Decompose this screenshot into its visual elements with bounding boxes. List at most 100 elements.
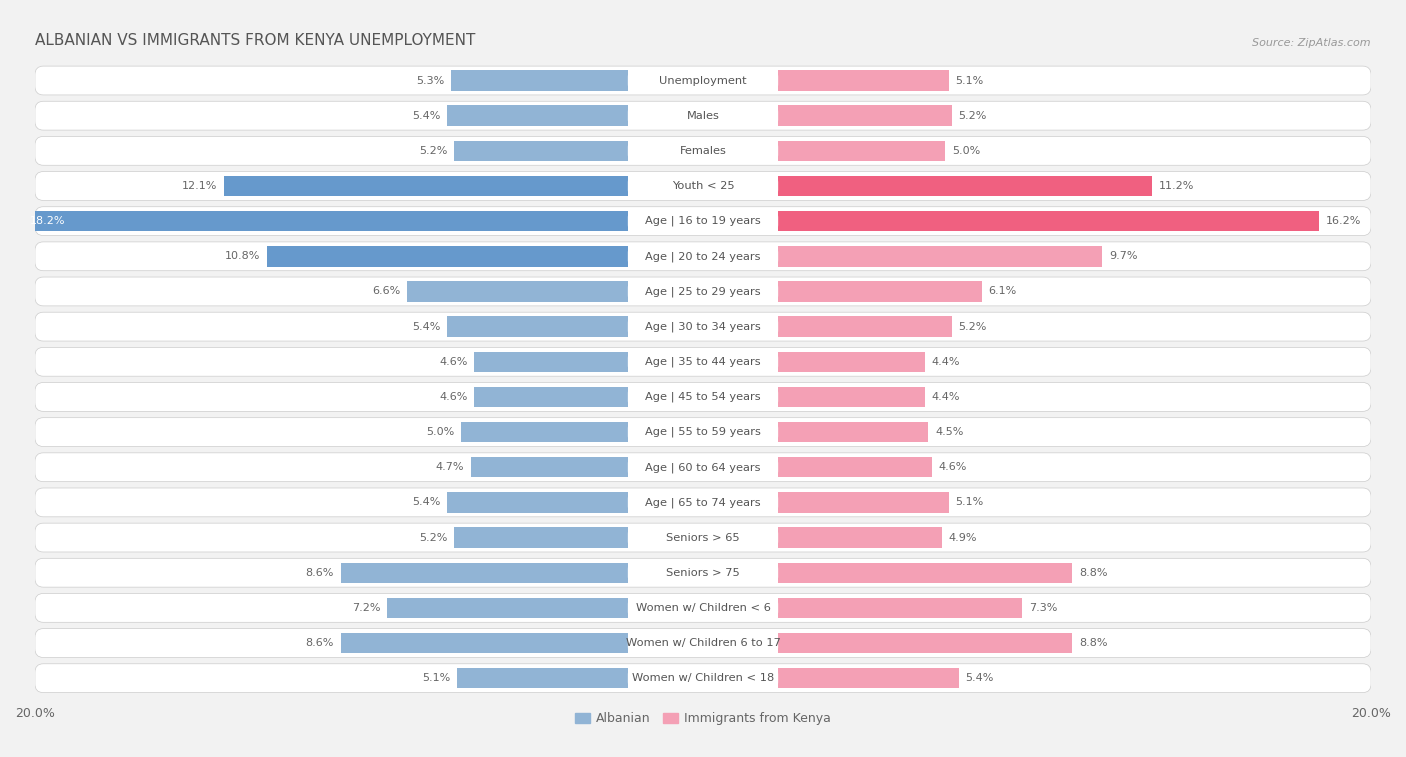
Bar: [778, 351, 925, 372]
FancyBboxPatch shape: [35, 277, 1371, 306]
Text: 5.0%: 5.0%: [952, 146, 980, 156]
FancyBboxPatch shape: [628, 211, 778, 232]
FancyBboxPatch shape: [628, 105, 778, 126]
Text: 5.2%: 5.2%: [419, 146, 447, 156]
FancyBboxPatch shape: [628, 668, 778, 688]
FancyBboxPatch shape: [628, 457, 778, 478]
Text: Males: Males: [686, 111, 720, 120]
FancyBboxPatch shape: [35, 593, 1371, 622]
FancyBboxPatch shape: [35, 628, 1371, 658]
Bar: [454, 528, 628, 548]
Bar: [778, 141, 945, 161]
Bar: [454, 141, 628, 161]
Text: 5.4%: 5.4%: [412, 497, 441, 507]
Bar: [778, 211, 1319, 232]
Bar: [447, 316, 628, 337]
FancyBboxPatch shape: [628, 528, 778, 548]
Bar: [778, 282, 981, 301]
Text: Unemployment: Unemployment: [659, 76, 747, 86]
FancyBboxPatch shape: [628, 176, 778, 196]
FancyBboxPatch shape: [35, 664, 1371, 693]
Text: 5.4%: 5.4%: [965, 673, 994, 684]
Bar: [267, 246, 628, 266]
FancyBboxPatch shape: [628, 598, 778, 618]
Text: Seniors > 65: Seniors > 65: [666, 533, 740, 543]
FancyBboxPatch shape: [35, 66, 1371, 95]
Bar: [778, 422, 928, 442]
Bar: [340, 562, 628, 583]
Text: Age | 45 to 54 years: Age | 45 to 54 years: [645, 391, 761, 402]
Text: 8.6%: 8.6%: [305, 638, 333, 648]
Text: 7.2%: 7.2%: [352, 603, 381, 613]
Text: 4.6%: 4.6%: [938, 463, 967, 472]
Text: Age | 30 to 34 years: Age | 30 to 34 years: [645, 322, 761, 332]
Text: 5.1%: 5.1%: [955, 497, 983, 507]
Bar: [474, 387, 628, 407]
Text: 10.8%: 10.8%: [225, 251, 260, 261]
FancyBboxPatch shape: [628, 141, 778, 161]
FancyBboxPatch shape: [35, 418, 1371, 447]
FancyBboxPatch shape: [628, 351, 778, 372]
Text: 7.3%: 7.3%: [1029, 603, 1057, 613]
Text: Age | 60 to 64 years: Age | 60 to 64 years: [645, 462, 761, 472]
Bar: [474, 351, 628, 372]
FancyBboxPatch shape: [35, 172, 1371, 201]
Bar: [778, 598, 1022, 618]
Text: Age | 25 to 29 years: Age | 25 to 29 years: [645, 286, 761, 297]
Text: 4.6%: 4.6%: [439, 357, 468, 367]
Text: 9.7%: 9.7%: [1109, 251, 1137, 261]
Bar: [457, 668, 628, 688]
FancyBboxPatch shape: [35, 488, 1371, 517]
Text: 5.1%: 5.1%: [955, 76, 983, 86]
Bar: [778, 562, 1073, 583]
FancyBboxPatch shape: [35, 136, 1371, 165]
Text: Youth < 25: Youth < 25: [672, 181, 734, 191]
Bar: [20, 211, 628, 232]
Text: Age | 35 to 44 years: Age | 35 to 44 years: [645, 357, 761, 367]
Text: 16.2%: 16.2%: [1326, 217, 1361, 226]
Text: 8.8%: 8.8%: [1078, 568, 1108, 578]
FancyBboxPatch shape: [35, 523, 1371, 552]
Text: 5.4%: 5.4%: [412, 111, 441, 120]
Bar: [447, 492, 628, 512]
FancyBboxPatch shape: [628, 633, 778, 653]
Text: Age | 55 to 59 years: Age | 55 to 59 years: [645, 427, 761, 438]
Bar: [778, 492, 949, 512]
Bar: [451, 70, 628, 91]
FancyBboxPatch shape: [35, 382, 1371, 411]
Text: Women w/ Children < 6: Women w/ Children < 6: [636, 603, 770, 613]
Text: Age | 65 to 74 years: Age | 65 to 74 years: [645, 497, 761, 508]
Text: 4.9%: 4.9%: [949, 533, 977, 543]
Bar: [778, 457, 932, 478]
Text: Age | 20 to 24 years: Age | 20 to 24 years: [645, 251, 761, 262]
Text: ALBANIAN VS IMMIGRANTS FROM KENYA UNEMPLOYMENT: ALBANIAN VS IMMIGRANTS FROM KENYA UNEMPL…: [35, 33, 475, 48]
FancyBboxPatch shape: [35, 347, 1371, 376]
FancyBboxPatch shape: [35, 453, 1371, 481]
Text: 6.6%: 6.6%: [373, 286, 401, 297]
Text: 4.7%: 4.7%: [436, 463, 464, 472]
Text: 5.4%: 5.4%: [412, 322, 441, 332]
FancyBboxPatch shape: [35, 101, 1371, 130]
Bar: [778, 246, 1102, 266]
Text: 4.4%: 4.4%: [932, 357, 960, 367]
Text: 12.1%: 12.1%: [181, 181, 217, 191]
Bar: [408, 282, 628, 301]
Bar: [778, 176, 1153, 196]
FancyBboxPatch shape: [628, 422, 778, 442]
FancyBboxPatch shape: [628, 316, 778, 337]
FancyBboxPatch shape: [628, 562, 778, 583]
Bar: [778, 316, 952, 337]
Bar: [778, 528, 942, 548]
Legend: Albanian, Immigrants from Kenya: Albanian, Immigrants from Kenya: [569, 707, 837, 731]
FancyBboxPatch shape: [35, 207, 1371, 235]
Text: 5.2%: 5.2%: [959, 111, 987, 120]
Bar: [447, 105, 628, 126]
Bar: [778, 105, 952, 126]
FancyBboxPatch shape: [35, 559, 1371, 587]
Text: 5.0%: 5.0%: [426, 427, 454, 437]
FancyBboxPatch shape: [628, 246, 778, 266]
FancyBboxPatch shape: [628, 387, 778, 407]
Text: 6.1%: 6.1%: [988, 286, 1017, 297]
FancyBboxPatch shape: [628, 282, 778, 301]
Text: Females: Females: [679, 146, 727, 156]
